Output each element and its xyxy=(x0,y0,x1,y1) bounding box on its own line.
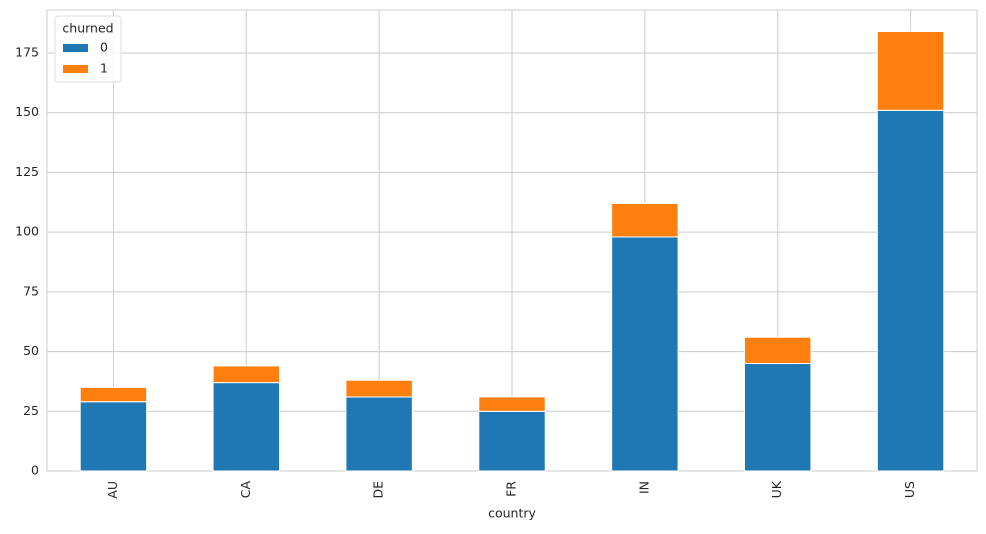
legend-swatch xyxy=(63,65,88,73)
y-tick-label: 50 xyxy=(23,343,39,358)
bar-segment xyxy=(345,379,413,398)
bar-segment xyxy=(876,109,945,472)
y-tick-label: 150 xyxy=(15,104,39,119)
x-tick-label: US xyxy=(902,481,917,498)
legend-swatch xyxy=(63,44,88,52)
x-tick-label: CA xyxy=(238,481,253,499)
legend: churned 0 1 xyxy=(54,15,122,83)
x-tick-label: AU xyxy=(105,481,120,499)
bar-segment xyxy=(478,410,546,472)
y-tick-label: 175 xyxy=(15,44,39,59)
legend-title: churned xyxy=(62,21,113,36)
x-tick-label: FR xyxy=(504,481,519,497)
bar-segment xyxy=(744,363,812,472)
bar-segment xyxy=(212,365,280,384)
y-tick-label: 75 xyxy=(23,283,39,298)
bar-segment xyxy=(79,401,148,472)
bar-segment xyxy=(744,336,812,365)
x-tick-label: IN xyxy=(636,481,651,494)
bar-segment xyxy=(345,396,413,472)
x-tick-label: UK xyxy=(769,480,784,498)
bar-segment xyxy=(79,386,148,403)
bar-segment xyxy=(478,396,546,412)
x-tick-label: DE xyxy=(371,481,386,499)
y-tick-label: 125 xyxy=(15,164,39,179)
bar-segment xyxy=(212,382,280,472)
y-tick-label: 0 xyxy=(31,463,39,478)
bar-segment xyxy=(876,30,945,111)
x-axis-label: country xyxy=(488,506,536,521)
y-tick-label: 100 xyxy=(15,224,39,239)
bar-segment xyxy=(611,236,679,472)
y-tick-label: 25 xyxy=(23,403,39,418)
legend-label: 0 xyxy=(100,40,108,55)
bar-segment xyxy=(611,202,679,238)
legend-label: 1 xyxy=(100,61,108,76)
